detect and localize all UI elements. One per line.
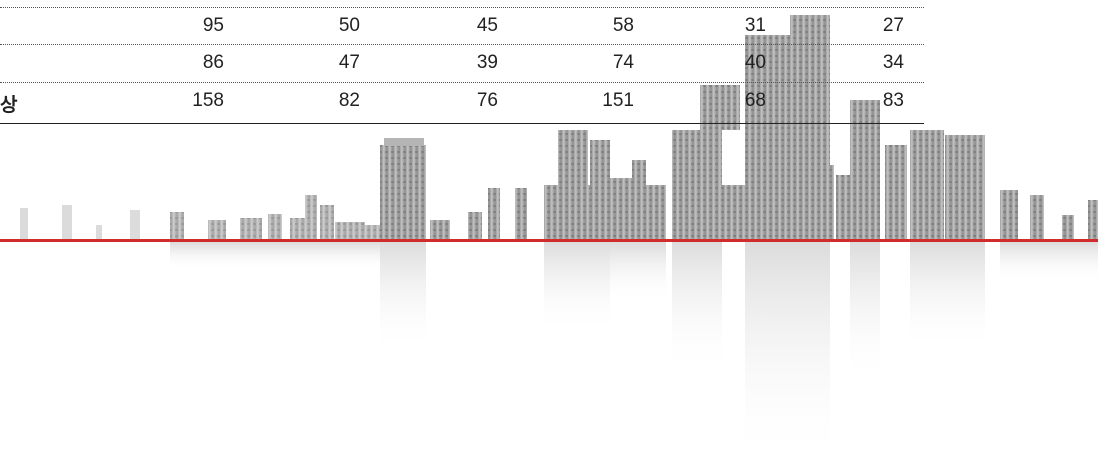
table-cell: 76 — [476, 90, 498, 111]
row-divider — [0, 82, 924, 83]
table-bottom-rule — [0, 123, 924, 124]
table-cell: 95 — [202, 15, 224, 36]
row-divider — [0, 44, 924, 45]
table-cell: 83 — [882, 90, 904, 111]
row-label: 상 — [0, 95, 18, 116]
table-cell: 40 — [744, 52, 766, 73]
table-cell: 50 — [338, 15, 360, 36]
table-cell: 74 — [612, 52, 634, 73]
table-cell: 31 — [744, 15, 766, 36]
table-cell: 151 — [602, 90, 634, 111]
table-row: 상 158 82 76 151 68 83 — [0, 77, 924, 117]
table-cell: 34 — [882, 52, 904, 73]
table-cell: 58 — [612, 15, 634, 36]
table-cell: 68 — [744, 90, 766, 111]
table-cell: 39 — [476, 52, 498, 73]
table-cell: 45 — [476, 15, 498, 36]
table-cell: 47 — [338, 52, 360, 73]
row-divider — [0, 7, 924, 8]
table-row: 95 50 45 58 31 27 — [0, 2, 924, 42]
table-row: 86 47 39 74 40 34 — [0, 39, 924, 79]
red-divider-line — [0, 239, 1098, 242]
table-cell: 27 — [882, 15, 904, 36]
table-cell: 158 — [192, 90, 224, 111]
table-cell: 86 — [202, 52, 224, 73]
table-cell: 82 — [338, 90, 360, 111]
